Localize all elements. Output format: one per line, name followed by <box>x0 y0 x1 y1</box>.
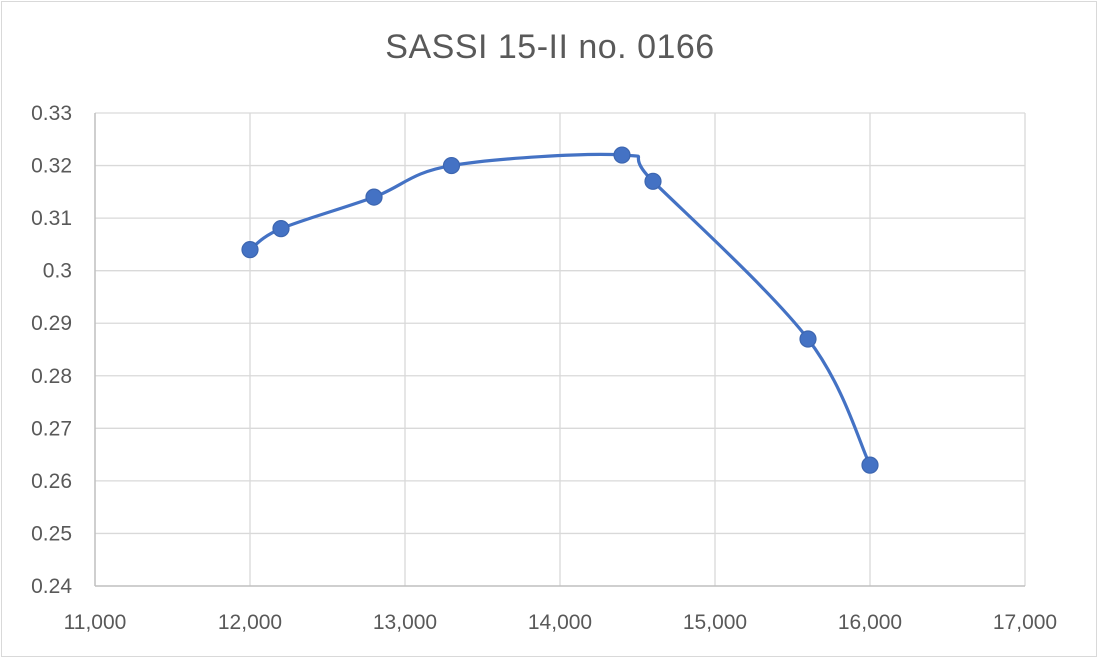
y-tick-label: 0.25 <box>31 522 72 545</box>
y-tick-label: 0.28 <box>31 365 72 388</box>
x-tick-label: 17,000 <box>993 611 1057 634</box>
data-point <box>272 220 290 238</box>
y-tick-label: 0.3 <box>43 260 72 283</box>
grid-layer <box>95 112 1026 586</box>
x-tick-label: 13,000 <box>373 611 437 634</box>
data-point <box>861 456 879 474</box>
data-point <box>241 241 259 259</box>
x-tick-label: 16,000 <box>838 611 902 634</box>
y-tick-label: 0.31 <box>31 207 72 230</box>
x-tick-label: 12,000 <box>218 611 282 634</box>
data-point <box>644 172 662 190</box>
axis-layer: 11,000 12,000 13,000 14,000 15,000 16,000 17,0… <box>31 102 1057 634</box>
y-tick-label: 0.24 <box>31 575 72 598</box>
chart-title: SASSI 15-II no. 0166 <box>385 28 715 66</box>
data-point <box>799 330 817 348</box>
marker-layer <box>241 146 879 474</box>
y-tick-label: 0.26 <box>31 470 72 493</box>
x-tick-label: 15,000 <box>683 611 747 634</box>
data-point <box>365 188 383 206</box>
y-tick-label: 0.33 <box>31 102 72 125</box>
x-tick-label: 11,000 <box>64 611 127 634</box>
data-point <box>442 156 461 175</box>
y-tick-label: 0.27 <box>31 417 72 440</box>
y-tick-label: 0.29 <box>31 312 72 335</box>
data-point <box>613 146 631 164</box>
x-tick-label: 14,000 <box>528 611 592 634</box>
y-tick-label: 0.32 <box>31 155 72 178</box>
